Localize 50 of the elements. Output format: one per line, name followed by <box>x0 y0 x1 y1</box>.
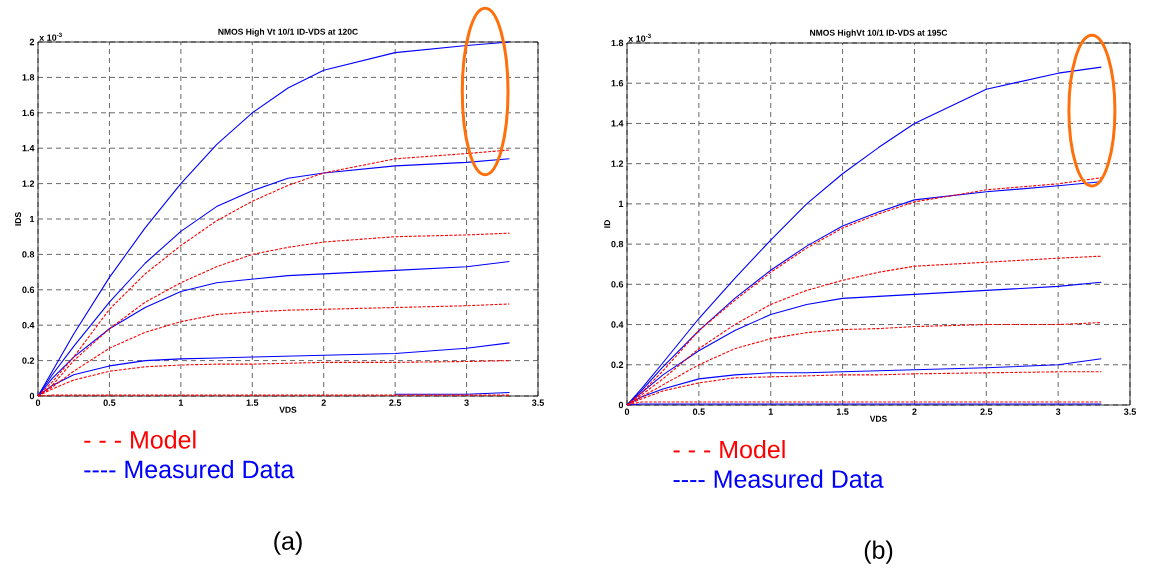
chart-title: NMOS High Vt 10/1 ID-VDS at 120C <box>218 28 358 37</box>
text: (b) <box>864 540 893 564</box>
text: (a) <box>274 531 302 555</box>
y-tick-label: 1.6 <box>611 80 624 87</box>
y-tick-label: 0.8 <box>611 240 624 248</box>
x-tick-label: 2 <box>321 399 326 406</box>
text: ---- Measured Data <box>84 459 295 479</box>
y-tick-label: 1.6 <box>22 109 35 116</box>
x-tick-label: 1 <box>178 399 184 406</box>
y-tick-label: 1.8 <box>22 74 35 81</box>
x-tick-label: 0.5 <box>692 408 705 415</box>
y-tick-label: 0.8 <box>22 251 35 258</box>
y-tick-label: 0.6 <box>22 286 35 293</box>
x-tick-label: 3.5 <box>531 399 544 406</box>
y-tick-label: 2 <box>29 38 35 46</box>
x-tick-label: 0 <box>624 408 630 415</box>
x-tick-label: 2.5 <box>389 399 402 406</box>
x-tick-label: 0 <box>35 399 41 406</box>
x-tick-label: 3 <box>1055 408 1061 415</box>
y-tick-label: 0.6 <box>611 281 624 288</box>
y-axis-title: IDS <box>15 212 22 226</box>
y-tick-label: 0.4 <box>611 321 624 328</box>
x-tick-label: 3.5 <box>1123 408 1137 415</box>
text: - - - Model <box>673 439 785 459</box>
x-tick-label: 3 <box>464 399 469 406</box>
y-tick-label: 1.2 <box>22 180 35 187</box>
chart-title: NMOS HighVt 10/1 ID-VDS at 195C <box>810 29 948 38</box>
text: - - - Model <box>84 430 196 449</box>
x-tick-label: 2 <box>912 408 917 415</box>
y-tick-label: 0.2 <box>611 361 624 368</box>
y-tick-label: 1.8 <box>611 39 624 47</box>
x-axis-title: VDS <box>279 406 297 413</box>
y-tick-label: 1 <box>619 200 624 207</box>
y-tick-label: 1.2 <box>611 160 624 167</box>
y-tick-label: 1.4 <box>611 120 624 127</box>
y-tick-label: 1 <box>30 215 35 223</box>
y-tick-label: 0.4 <box>22 322 35 329</box>
text: ---- Measured Data <box>673 469 884 488</box>
x-tick-label: 2.5 <box>980 408 993 415</box>
y-axis-title: ID <box>604 220 611 228</box>
y-tick-label: 0 <box>29 392 35 400</box>
x-axis-title: VDS <box>869 415 887 422</box>
x-tick-label: 1.5 <box>246 399 259 406</box>
text: x 10$^{-3}$ <box>628 33 651 42</box>
text: x 10$^{-3}$ <box>39 32 62 41</box>
x-tick-label: 0.5 <box>103 399 116 406</box>
x-tick-label: 1 <box>768 408 773 415</box>
y-tick-label: 0.2 <box>22 357 35 364</box>
y-tick-label: 1.4 <box>22 145 35 152</box>
x-tick-label: 1.5 <box>836 408 849 415</box>
